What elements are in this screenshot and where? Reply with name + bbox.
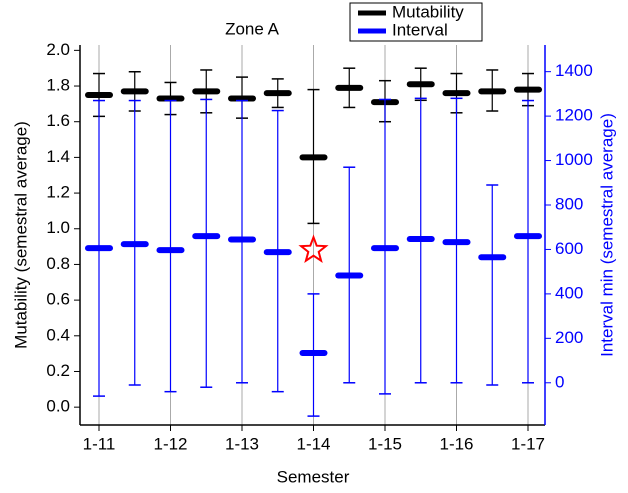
- legend-box: [349, 2, 483, 42]
- y-tick-label: 1.2: [46, 183, 70, 202]
- y2-tick-label: 0: [555, 372, 564, 391]
- y-tick-label: 0.8: [46, 254, 70, 273]
- x-tick-label: 1-13: [225, 434, 259, 453]
- x-tick-label: 1-12: [153, 434, 187, 453]
- y2-tick-label: 1400: [555, 61, 593, 80]
- y-tick-label: 2.0: [46, 40, 70, 59]
- legend-label: Mutability: [392, 2, 464, 21]
- y-tick-label: 0.0: [46, 397, 70, 416]
- y-tick-label: 0.2: [46, 361, 70, 380]
- y2-tick-label: 1000: [555, 150, 593, 169]
- x-tick-label: 1-16: [439, 434, 473, 453]
- y-tick-label: 0.4: [46, 325, 70, 344]
- highlight-star: [298, 234, 329, 263]
- x-tick-label: 1-15: [368, 434, 402, 453]
- y-tick-label: 1.8: [46, 76, 70, 95]
- y-tick-label: 1.6: [46, 111, 70, 130]
- y2-tick-label: 600: [555, 239, 583, 258]
- x-tick-label: 1-14: [296, 434, 330, 453]
- x-tick-label: 1-17: [511, 434, 545, 453]
- y-tick-label: 1.0: [46, 218, 70, 237]
- x-tick-label: 1-11: [83, 434, 116, 453]
- x-axis-label: Semester: [277, 467, 350, 486]
- y2-tick-label: 1200: [555, 106, 593, 125]
- legend-label: Interval: [392, 20, 448, 39]
- y-tick-label: 1.4: [46, 147, 70, 166]
- y2-tick-label: 200: [555, 328, 583, 347]
- chart-title: Zone A: [225, 19, 280, 38]
- y2-tick-label: 800: [555, 194, 583, 213]
- y2-axis-label: Interval min (semestral average): [597, 113, 616, 357]
- y-tick-label: 0.6: [46, 290, 70, 309]
- y2-tick-label: 400: [555, 283, 583, 302]
- y-axis-label: Mutability (semestral average): [11, 121, 30, 349]
